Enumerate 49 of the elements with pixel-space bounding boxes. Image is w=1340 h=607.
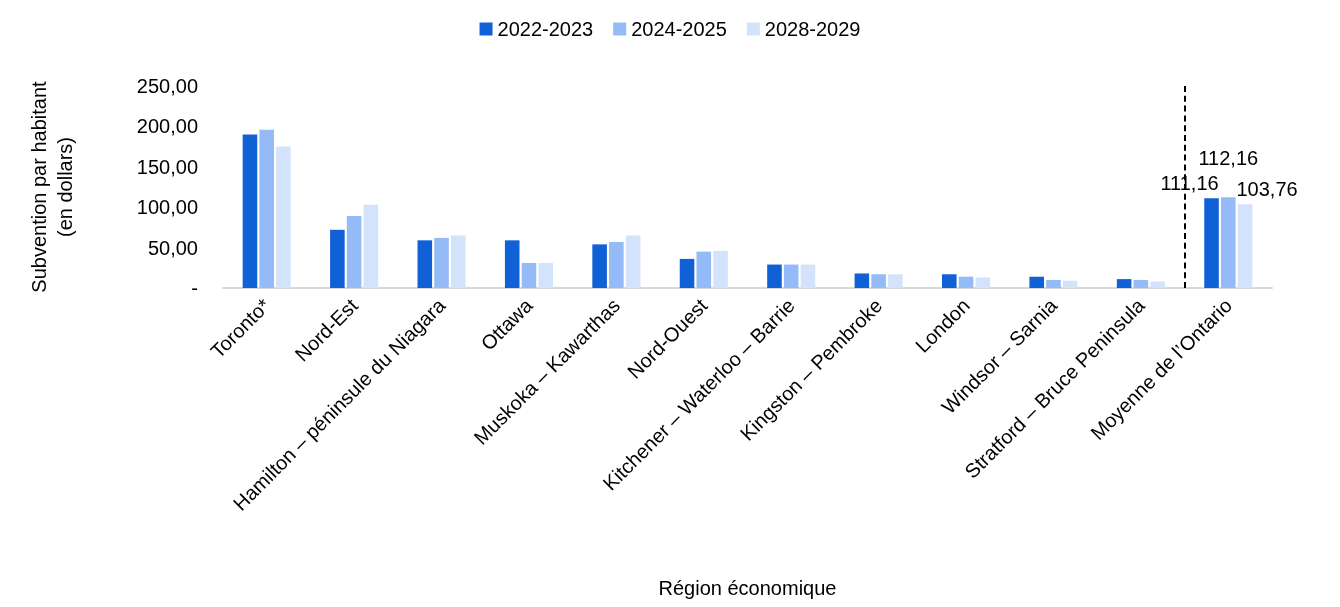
bar — [1133, 279, 1149, 288]
bar — [1062, 280, 1078, 288]
bar — [330, 229, 345, 288]
bar — [1204, 198, 1219, 288]
y-tick-label: 200,00 — [136, 115, 198, 138]
y-tick-label: - — [191, 277, 198, 299]
data-label: 112,16 — [1198, 147, 1259, 170]
bar — [1116, 279, 1132, 288]
bar — [363, 204, 379, 288]
bar — [259, 129, 274, 288]
bar — [592, 244, 607, 288]
bar — [942, 274, 957, 288]
y-axis-title: Subvention par habitant (en dollars) — [28, 80, 76, 293]
bar — [1237, 204, 1253, 288]
bar — [679, 258, 695, 288]
bar — [888, 274, 903, 288]
bar — [975, 277, 991, 288]
bar — [1046, 279, 1061, 288]
bar — [451, 235, 466, 288]
x-axis-title: Région économique — [658, 577, 837, 599]
bar — [434, 237, 449, 288]
bar — [625, 235, 641, 288]
bar — [609, 241, 624, 288]
y-tick-label: 100,00 — [136, 196, 198, 219]
y-tick-label: 150,00 — [136, 155, 198, 178]
legend-label: 2028-2029 — [764, 18, 861, 40]
bar — [767, 264, 782, 288]
bar — [276, 146, 291, 288]
bar — [783, 264, 799, 288]
bar — [417, 240, 433, 288]
bar — [871, 274, 886, 288]
legend-label: 2024-2025 — [631, 18, 727, 40]
bar — [1221, 197, 1236, 288]
y-tick-label: 250,00 — [136, 75, 198, 97]
bar — [696, 251, 712, 288]
bar — [504, 240, 520, 288]
y-tick-label: 50,00 — [147, 236, 198, 259]
bar — [854, 273, 870, 288]
bar — [713, 250, 728, 288]
legend-label: 2022-2023 — [497, 18, 594, 40]
bar — [521, 262, 537, 288]
bar — [1150, 281, 1165, 288]
bar — [800, 264, 816, 288]
bar — [538, 262, 553, 288]
bar — [958, 276, 974, 288]
bar — [242, 134, 258, 288]
data-label: 103,76 — [1236, 178, 1298, 201]
bar — [1029, 276, 1044, 288]
bar — [346, 216, 362, 288]
